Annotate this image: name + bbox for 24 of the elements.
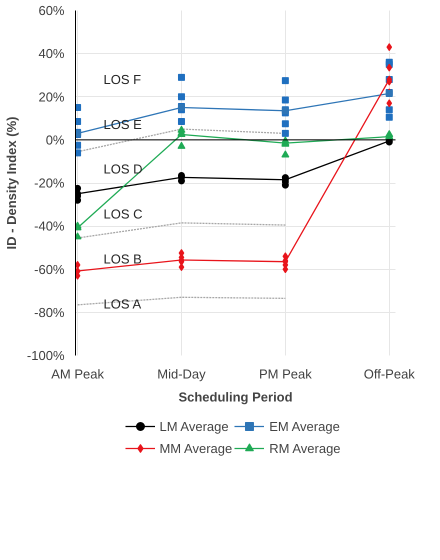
x-tick-label: Mid-Day [157,366,206,382]
legend-label: LM Average [159,418,229,434]
y-tick-label: -20% [34,176,65,190]
y-tick-label: 40% [38,46,65,62]
annotation: LOS F [104,72,142,87]
annotation: LOS C [104,206,143,222]
y-tick-label: 60% [38,3,65,18]
legend-label: MM Average [159,440,232,456]
x-tick-label: AM Peak [51,366,104,382]
legend-label: RM Average [269,440,341,456]
x-axis-title: Scheduling Period [178,390,293,404]
y-tick-label: -80% [34,304,65,320]
annotation: LOS A [104,296,142,312]
y-tick-label: 0% [46,132,65,148]
y-tick-label: -100% [26,348,65,363]
annotation: LOS B [104,251,142,266]
legend-label: EM Average [269,418,340,434]
y-tick-label: -60% [34,262,65,277]
x-tick-label: Off-Peak [364,366,416,382]
x-tick-label: PM Peak [259,366,312,382]
y-tick-label: 20% [38,89,65,104]
y-axis-title: ID - Density Index (%) [4,116,19,250]
annotation: LOS D [104,162,143,177]
y-tick-label: -40% [34,218,65,234]
